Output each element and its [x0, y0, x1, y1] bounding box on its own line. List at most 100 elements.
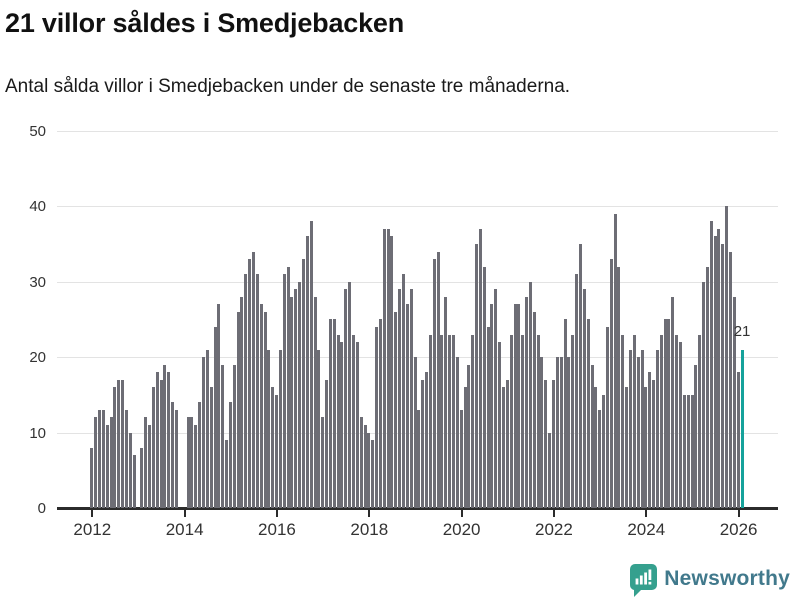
bar: [502, 387, 506, 508]
bar: [282, 274, 286, 508]
bar: [467, 364, 471, 508]
bar: [317, 349, 321, 508]
bar: [167, 372, 171, 508]
bar: [667, 319, 671, 508]
bar: [325, 379, 329, 508]
bar: [621, 334, 625, 508]
bar: [478, 228, 482, 508]
bar: [432, 259, 436, 508]
bar: [240, 296, 244, 508]
bar: [398, 289, 402, 508]
bar: [405, 304, 409, 508]
bar: [278, 349, 282, 508]
newsworthy-logo-text: Newsworthy: [664, 567, 790, 590]
x-axis-tick: [460, 510, 463, 517]
bar: [555, 357, 559, 508]
gridline: [57, 206, 778, 208]
bar: [344, 289, 348, 508]
bar: [359, 417, 363, 508]
bar: [355, 342, 359, 508]
bar: [505, 379, 509, 508]
bar: [463, 387, 467, 508]
bar: [90, 447, 94, 508]
bar: [482, 266, 486, 508]
bar: [421, 379, 425, 508]
bar: [259, 304, 263, 508]
gridline: [57, 281, 778, 283]
x-axis-tick-label: 2012: [73, 520, 112, 539]
bar: [140, 447, 144, 508]
bar: [659, 334, 663, 508]
bar: [594, 387, 598, 508]
bar: [109, 417, 113, 508]
bar: [575, 274, 579, 508]
bar: [540, 357, 544, 508]
bar: [590, 364, 594, 508]
x-axis-tick: [737, 510, 740, 517]
bar: [455, 357, 459, 508]
bar: [448, 334, 452, 508]
bar: [402, 274, 405, 508]
bar: [640, 349, 644, 508]
x-axis-tick: [275, 510, 278, 517]
bar: [655, 349, 659, 508]
highlight-value-label: 21: [733, 322, 751, 340]
bar: [440, 334, 444, 508]
x-axis-tick: [645, 510, 648, 517]
bar: [309, 221, 313, 508]
bar: [159, 379, 163, 508]
bar: [228, 402, 232, 508]
bar: [552, 379, 556, 508]
bar: [151, 387, 155, 508]
bar: [213, 326, 217, 508]
bar: [536, 334, 540, 508]
bar: [721, 243, 725, 508]
x-axis-tick-label: 2018: [350, 520, 389, 539]
bar: [705, 266, 709, 508]
bar: [471, 334, 475, 508]
bar: [163, 364, 167, 508]
bar: [394, 311, 398, 508]
bar: [144, 417, 148, 508]
x-axis-tick-label: 2022: [535, 520, 573, 539]
bar: [378, 319, 382, 508]
bar: [236, 311, 240, 508]
bar: [205, 349, 209, 508]
bar: [390, 236, 394, 508]
bar: [428, 334, 432, 508]
bar: [736, 372, 740, 508]
bar: [517, 304, 521, 508]
bar: [475, 243, 479, 508]
bar: [301, 259, 305, 508]
bar: [521, 334, 525, 508]
bar: [351, 334, 355, 508]
bar: [652, 379, 656, 508]
bar: [321, 417, 325, 508]
bar: [382, 228, 386, 508]
bar: [625, 387, 629, 508]
bar: [340, 342, 344, 508]
bar: [644, 387, 648, 508]
bar: [617, 266, 621, 508]
bar: [413, 357, 417, 508]
bar: [663, 319, 667, 508]
bar: [729, 251, 732, 508]
x-axis-baseline: [57, 507, 778, 510]
bar: [578, 243, 582, 508]
bar: [436, 251, 440, 508]
bar: [101, 409, 105, 508]
bar: [682, 394, 686, 508]
bar: [425, 372, 429, 508]
x-axis-tick-label: 2026: [719, 520, 758, 539]
bar: [190, 417, 194, 508]
bar-chart: 0 10 20 30 40 50 2012 2014 2016 2018 2020 2022 2024 2…: [29, 124, 778, 539]
bar: [113, 387, 117, 508]
x-axis-tick-label: 2014: [165, 520, 204, 539]
bar: [363, 425, 367, 508]
bar: [567, 357, 571, 508]
bar: [409, 289, 413, 508]
x-axis-tick: [552, 510, 555, 517]
bar: [702, 281, 706, 508]
newsworthy-logo: Newsworthy: [630, 564, 790, 600]
